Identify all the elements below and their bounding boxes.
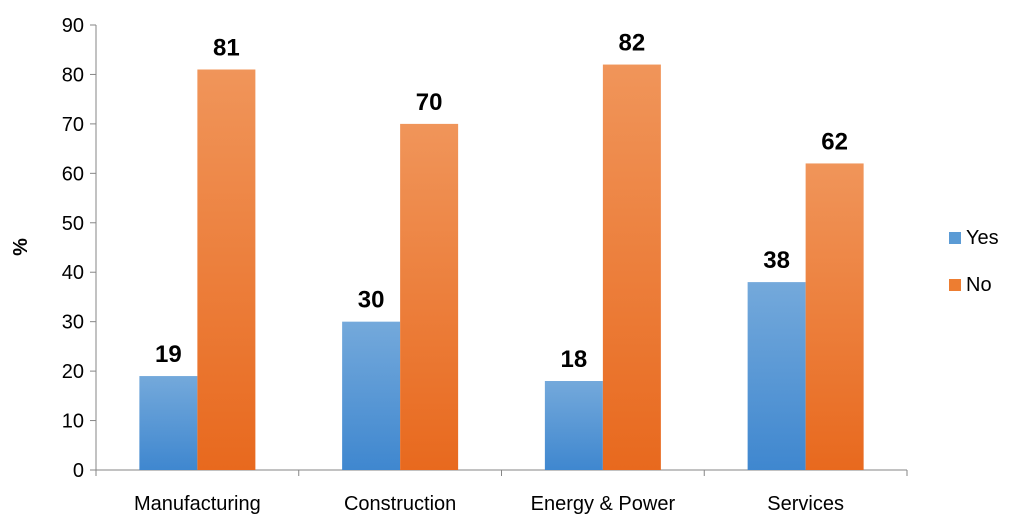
- data-label: 38: [763, 247, 790, 274]
- legend-label-yes: Yes: [966, 227, 999, 249]
- y-tick-label: 60: [62, 163, 84, 185]
- bar-yes: [544, 381, 603, 470]
- data-label: 70: [416, 89, 443, 116]
- x-tick-label: Manufacturing: [134, 493, 261, 515]
- bar-yes: [139, 376, 198, 470]
- data-label: 19: [155, 341, 182, 368]
- y-tick-label: 30: [62, 312, 84, 334]
- x-tick-label: Services: [767, 493, 844, 515]
- x-tick-label: Energy & Power: [531, 493, 676, 515]
- legend-swatch-no: [949, 279, 961, 291]
- bars: [139, 64, 864, 471]
- data-label: 62: [821, 128, 848, 155]
- y-tick-label: 80: [62, 64, 84, 86]
- bar-yes: [747, 282, 806, 470]
- bar-no: [197, 69, 256, 470]
- y-tick-label: 0: [73, 460, 84, 482]
- y-axis-label: %: [10, 238, 32, 256]
- data-label: 82: [619, 30, 646, 57]
- data-label: 18: [561, 346, 588, 373]
- y-tick-label: 10: [62, 411, 84, 433]
- bar-no: [805, 163, 864, 470]
- x-tick-label: Construction: [344, 493, 456, 515]
- data-labels: 19 81 30 70 18 82 38 62: [155, 30, 848, 373]
- legend-label-no: No: [966, 274, 992, 296]
- bar-no: [400, 123, 459, 470]
- y-tick-label: 50: [62, 213, 84, 235]
- bar-no: [602, 64, 661, 471]
- y-tick-label: 20: [62, 361, 84, 383]
- y-tick-label: 70: [62, 114, 84, 136]
- x-ticks: Manufacturing Construction Energy & Power S…: [95, 470, 908, 515]
- data-label: 30: [358, 287, 385, 314]
- legend: Yes No: [949, 227, 999, 296]
- data-label: 81: [213, 35, 240, 62]
- bar-yes: [342, 321, 401, 470]
- legend-swatch-yes: [949, 232, 961, 244]
- y-tick-label: 40: [62, 262, 84, 284]
- y-ticks: 0 10 20 30 40 50 60 70 80 90: [62, 15, 96, 482]
- y-tick-label: 90: [62, 15, 84, 37]
